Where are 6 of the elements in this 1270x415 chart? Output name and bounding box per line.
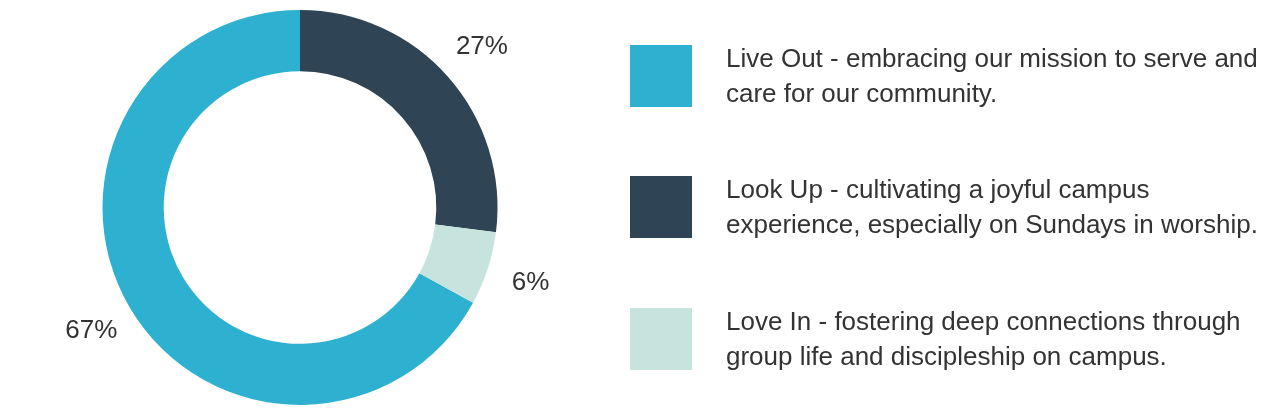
data-label: 27% bbox=[455, 30, 508, 61]
legend-label: Live Out - embracing our mission to serve and care for our community. bbox=[726, 41, 1259, 110]
legend-label: Look Up - cultivating a joyful campus experience, especially on Sundays in worship. bbox=[726, 173, 1259, 242]
data-label: 6% bbox=[511, 265, 550, 296]
legend-label: Love In - fostering deep connections through group life and discipleship on campus. bbox=[726, 305, 1242, 374]
data-label: 67% bbox=[65, 314, 118, 345]
